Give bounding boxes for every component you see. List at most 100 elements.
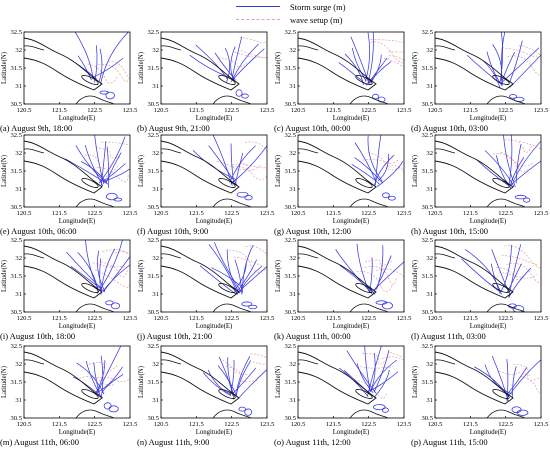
wave-setup-contour <box>504 139 533 153</box>
map-panel: 32.5 32 31.5 31 30.5 120.5 121.5 122.5 123.5 Long… <box>0 131 138 239</box>
legend-item-wave-setup: wave setup (m) <box>236 13 366 27</box>
map-content <box>161 242 267 312</box>
y-tick-label: 31 <box>426 397 433 404</box>
x-tick-label: 123.5 <box>123 107 139 114</box>
y-tick-label: 32.5 <box>421 29 433 36</box>
y-tick-label: 31.5 <box>421 65 433 72</box>
storm-surge-contour <box>476 159 511 187</box>
map-content <box>298 135 404 207</box>
storm-surge-contour <box>80 161 108 185</box>
x-tick-label: 120.5 <box>154 210 170 217</box>
panel-caption: (h) August 10th, 15:00 <box>411 226 488 236</box>
wave-setup-contour <box>98 63 129 82</box>
storm-surge-contour <box>100 355 104 398</box>
storm-surge-contour <box>500 244 512 293</box>
storm-surge-contour <box>235 89 243 97</box>
storm-surge-contour <box>230 46 236 82</box>
storm-surge-contour <box>212 135 233 186</box>
y-axis-label: Latitude(N) <box>138 155 145 187</box>
y-tick-label: 30.5 <box>147 415 159 422</box>
x-tick-label: 121.5 <box>326 315 342 322</box>
x-tick-label: 120.5 <box>17 107 33 114</box>
island-outline <box>355 389 373 399</box>
wave-setup-contour <box>233 256 267 269</box>
storm-surge-contour <box>513 140 541 182</box>
storm-surge-contour <box>370 359 397 392</box>
x-axis-label: Longitude(E) <box>59 323 96 330</box>
y-tick-label: 31.5 <box>421 273 433 280</box>
wave-setup-contour <box>239 162 267 169</box>
x-tick-label: 120.5 <box>154 315 170 322</box>
coastline <box>75 198 115 207</box>
y-tick-label: 31.5 <box>147 65 159 72</box>
storm-surge-contour <box>98 48 103 82</box>
coastline <box>24 245 103 299</box>
legend-label-wave-setup: wave setup (m) <box>290 15 343 25</box>
storm-surge-contour <box>93 362 101 396</box>
storm-surge-contour <box>85 361 100 393</box>
coastline <box>161 245 240 299</box>
wave-setup-contour <box>520 375 541 394</box>
storm-surge-contour <box>103 163 126 182</box>
x-tick-label: 122.5 <box>361 210 377 217</box>
river-outline <box>24 148 45 154</box>
wave-setup-contour <box>102 249 130 255</box>
x-tick-label: 123.5 <box>260 315 276 322</box>
panel-caption: (o) August 11th, 12:00 <box>274 437 351 447</box>
panel-caption: (m) August 11th, 06:00 <box>0 437 80 447</box>
x-tick-label: 120.5 <box>428 421 444 428</box>
x-tick-label: 123.5 <box>534 107 550 114</box>
y-tick-label: 31.5 <box>10 65 22 72</box>
y-tick-label: 32.5 <box>284 132 296 139</box>
island-outline <box>355 178 373 188</box>
y-axis-label: Latitude(N) <box>412 155 419 187</box>
panel-caption: (l) August 11th, 03:00 <box>411 331 486 341</box>
x-tick-label: 123.5 <box>534 421 550 428</box>
y-tick-label: 30.5 <box>10 415 22 422</box>
y-tick-label: 31.5 <box>10 168 22 175</box>
map-content <box>24 135 130 207</box>
wave-setup-contour <box>500 151 534 167</box>
legend: Storm surge (m) wave setup (m) <box>236 0 366 28</box>
x-axis-label: Longitude(E) <box>333 218 370 225</box>
y-axis-label: Latitude(N) <box>1 52 8 84</box>
plot-frame <box>23 31 131 105</box>
x-axis-label: Longitude(E) <box>196 218 233 225</box>
y-tick-label: 31.5 <box>147 273 159 280</box>
wave-setup-contour <box>388 51 404 53</box>
y-tick-label: 32.5 <box>421 237 433 244</box>
storm-surge-contour <box>507 366 528 395</box>
storm-surge-contour <box>490 263 501 294</box>
y-tick-label: 32.5 <box>147 343 159 350</box>
x-tick-label: 123.5 <box>534 315 550 322</box>
x-tick-label: 122.5 <box>361 315 377 322</box>
coastline <box>435 37 514 91</box>
storm-surge-contour <box>207 369 231 395</box>
river-outline <box>435 359 456 365</box>
storm-surge-contour <box>500 52 516 85</box>
coastline <box>24 37 103 91</box>
storm-surge-contour <box>509 157 525 187</box>
storm-surge-contour <box>103 168 130 182</box>
y-tick-label: 32 <box>15 361 22 368</box>
x-tick-label: 121.5 <box>189 315 205 322</box>
storm-surge-contour <box>484 364 513 395</box>
storm-surge-contour <box>339 265 376 295</box>
y-tick-label: 31 <box>15 83 22 90</box>
x-tick-label: 120.5 <box>291 315 307 322</box>
x-tick-label: 121.5 <box>189 210 205 217</box>
wave-setup-contour <box>108 61 130 80</box>
y-axis-label: Latitude(N) <box>275 155 282 187</box>
x-axis-label: Longitude(E) <box>470 429 507 436</box>
storm-surge-contour <box>377 153 390 181</box>
y-tick-label: 32.5 <box>10 132 22 139</box>
y-tick-label: 32.5 <box>284 343 296 350</box>
storm-surge-contour <box>91 57 124 79</box>
y-tick-label: 30.5 <box>421 204 433 211</box>
y-tick-label: 30.5 <box>147 101 159 108</box>
storm-surge-contour <box>350 36 370 85</box>
wave-setup-contour <box>87 63 118 84</box>
storm-surge-contour <box>373 404 386 411</box>
storm-surge-contour <box>99 90 109 95</box>
